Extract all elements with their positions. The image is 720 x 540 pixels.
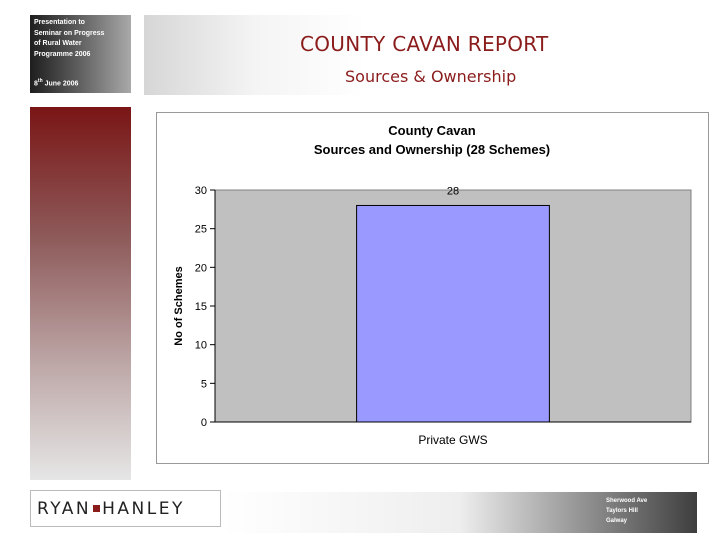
presentation-line-4: Programme 2006 <box>34 50 91 58</box>
address-line-1: Sherwood House <box>606 488 656 494</box>
presentation-line-2: Seminar on Progress <box>34 29 105 37</box>
presentation-date: 8th June 2006 <box>34 78 79 88</box>
chart-title: County Cavan <box>388 123 475 138</box>
y-tick-label: 30 <box>195 185 207 197</box>
address-line-2: Sherwood Ave <box>606 498 648 504</box>
company-address: Sherwood House Sherwood Ave Taylors Hill… <box>606 486 655 526</box>
company-logo-box <box>30 490 221 527</box>
y-tick-label: 25 <box>195 224 207 236</box>
address-line-4: Galway <box>606 518 628 524</box>
logo-text-right: HANLEY <box>102 499 185 519</box>
bar <box>356 204 550 423</box>
logo-separator-icon <box>93 504 101 512</box>
company-logo: RYAN HANLEY <box>37 499 185 519</box>
logo-text-left: RYAN <box>37 499 92 519</box>
y-tick-label: 10 <box>195 340 207 352</box>
presentation-info-box <box>30 15 131 93</box>
page-subtitle: Sources & Ownership <box>345 67 517 86</box>
y-tick-label: 15 <box>195 301 207 313</box>
x-category-label: Private GWS <box>418 433 487 447</box>
address-line-3: Taylors Hill <box>606 508 638 514</box>
y-tick-label: 0 <box>201 417 207 429</box>
y-axis-label: No of Schemes <box>173 266 185 345</box>
chart-subtitle: Sources and Ownership (28 Schemes) <box>314 142 550 157</box>
header-box <box>144 15 697 95</box>
decorative-side-bar <box>30 107 131 480</box>
bar-data-label: 28 <box>447 185 459 197</box>
y-tick-label: 5 <box>201 378 207 390</box>
page-title: COUNTY CAVAN REPORT <box>300 32 549 56</box>
presentation-line-3: of Rural Water <box>34 40 82 47</box>
y-tick-label: 20 <box>195 262 207 274</box>
bar-chart: County Cavan Sources and Ownership (28 Sc… <box>173 123 692 447</box>
presentation-line-1: Presentation to <box>34 19 85 26</box>
presentation-info-text: Presentation to Seminar on Progress of R… <box>34 18 129 60</box>
footer-bar <box>222 492 697 533</box>
